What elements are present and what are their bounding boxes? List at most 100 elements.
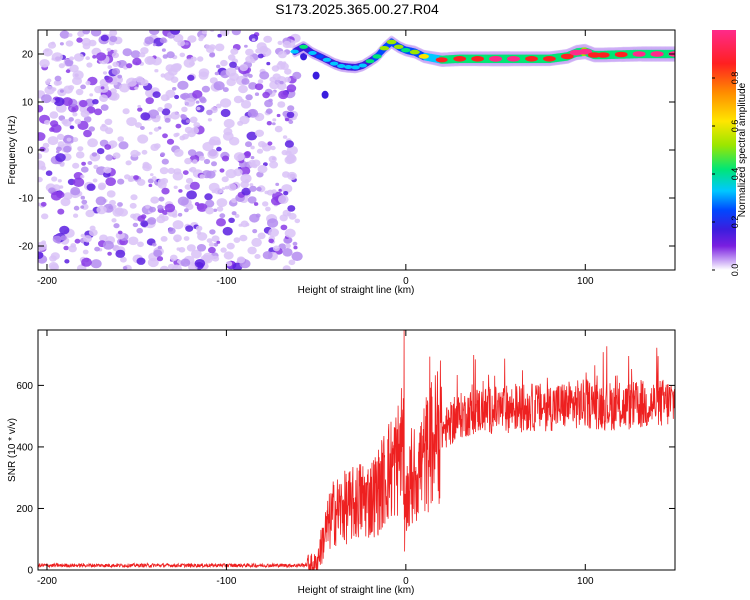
noise-speckle xyxy=(265,108,273,114)
noise-speckle xyxy=(234,213,240,218)
noise-speckle xyxy=(174,148,184,157)
noise-speckle xyxy=(137,134,149,144)
noise-speckle xyxy=(277,40,283,46)
noise-speckle xyxy=(99,94,109,102)
noise-speckle xyxy=(204,193,213,201)
noise-speckle xyxy=(180,114,186,119)
noise-speckle xyxy=(137,215,145,222)
noise-speckle xyxy=(70,187,81,196)
noise-speckle xyxy=(55,153,66,162)
noise-speckle xyxy=(192,90,203,99)
noise-speckle xyxy=(137,104,141,108)
noise-speckle xyxy=(231,30,241,36)
colorbar-tick-label: 0.2 xyxy=(730,216,740,229)
noise-speckle xyxy=(63,145,72,153)
spectrogram-y-label: Frequency (Hz) xyxy=(7,116,18,185)
noise-speckle xyxy=(74,118,82,125)
noise-speckle xyxy=(257,53,264,59)
signal-point xyxy=(596,52,610,58)
noise-speckle xyxy=(286,111,295,119)
noise-speckle xyxy=(161,215,169,222)
noise-speckle xyxy=(282,40,292,49)
noise-speckle xyxy=(160,152,166,157)
noise-speckle xyxy=(112,61,119,67)
noise-speckle xyxy=(49,255,57,262)
noise-speckle xyxy=(109,199,116,206)
noise-speckle xyxy=(257,165,268,174)
noise-speckle xyxy=(196,244,207,252)
noise-speckle xyxy=(149,30,160,35)
noise-speckle xyxy=(47,136,59,146)
noise-speckle xyxy=(96,205,107,215)
noise-speckle xyxy=(112,208,123,217)
noise-speckle xyxy=(185,119,191,123)
noise-speckle xyxy=(229,61,237,68)
noise-speckle xyxy=(216,240,221,244)
noise-speckle xyxy=(149,206,156,213)
noise-speckle xyxy=(172,220,184,230)
noise-speckle xyxy=(139,52,146,58)
noise-speckle xyxy=(248,82,258,90)
noise-speckle xyxy=(117,230,123,235)
noise-speckle xyxy=(80,195,86,200)
noise-speckle xyxy=(271,189,277,194)
noise-speckle xyxy=(48,262,59,270)
noise-speckle xyxy=(106,190,116,198)
noise-speckle xyxy=(63,245,69,251)
noise-speckle xyxy=(140,220,149,227)
noise-speckle xyxy=(239,234,248,242)
noise-speckle xyxy=(94,108,103,116)
noise-speckle xyxy=(208,242,215,247)
noise-speckle xyxy=(187,149,197,157)
noise-speckle xyxy=(257,79,264,84)
noise-speckle xyxy=(253,202,259,206)
noise-speckle xyxy=(213,242,219,247)
noise-speckle xyxy=(107,251,112,256)
noise-speckle xyxy=(89,225,96,231)
noise-speckle xyxy=(140,126,145,130)
noise-speckle xyxy=(185,225,194,232)
noise-speckle xyxy=(213,208,218,212)
noise-speckle xyxy=(261,142,268,148)
noise-speckle xyxy=(184,126,193,134)
noise-speckle xyxy=(106,47,112,52)
noise-speckle xyxy=(287,205,296,212)
noise-speckle xyxy=(173,133,179,138)
noise-speckle xyxy=(96,52,107,61)
noise-speckle xyxy=(292,241,298,246)
noise-speckle xyxy=(251,38,256,42)
noise-speckle xyxy=(63,192,73,200)
noise-speckle xyxy=(292,71,302,80)
noise-speckle xyxy=(205,207,215,215)
noise-speckle xyxy=(130,194,138,201)
noise-speckle xyxy=(61,119,68,125)
noise-speckle xyxy=(262,251,273,260)
noise-speckle xyxy=(59,30,70,39)
noise-speckle xyxy=(65,40,74,47)
noise-speckle xyxy=(223,118,235,129)
noise-speckle xyxy=(134,86,139,90)
noise-speckle xyxy=(91,152,98,157)
noise-speckle xyxy=(92,55,97,59)
noise-speckle xyxy=(97,182,107,190)
noise-speckle xyxy=(269,76,277,83)
colorbar-gradient xyxy=(712,30,736,270)
noise-speckle xyxy=(288,120,294,124)
noise-speckle xyxy=(57,208,65,215)
noise-speckle xyxy=(221,187,226,191)
snr-x-tick-label: -100 xyxy=(216,576,236,587)
noise-speckle xyxy=(157,178,166,186)
signal-point xyxy=(401,48,411,53)
noise-speckle xyxy=(244,44,248,48)
noise-speckle xyxy=(65,69,71,74)
noise-speckle xyxy=(195,225,203,232)
noise-speckle xyxy=(277,60,284,66)
noise-speckle xyxy=(159,167,169,175)
noise-speckle xyxy=(57,179,62,183)
noise-speckle xyxy=(148,183,153,188)
noise-speckle xyxy=(201,85,210,93)
noise-speckle xyxy=(217,33,222,38)
noise-speckle xyxy=(221,155,230,162)
noise-speckle xyxy=(150,196,160,204)
noise-speckle xyxy=(49,111,59,119)
